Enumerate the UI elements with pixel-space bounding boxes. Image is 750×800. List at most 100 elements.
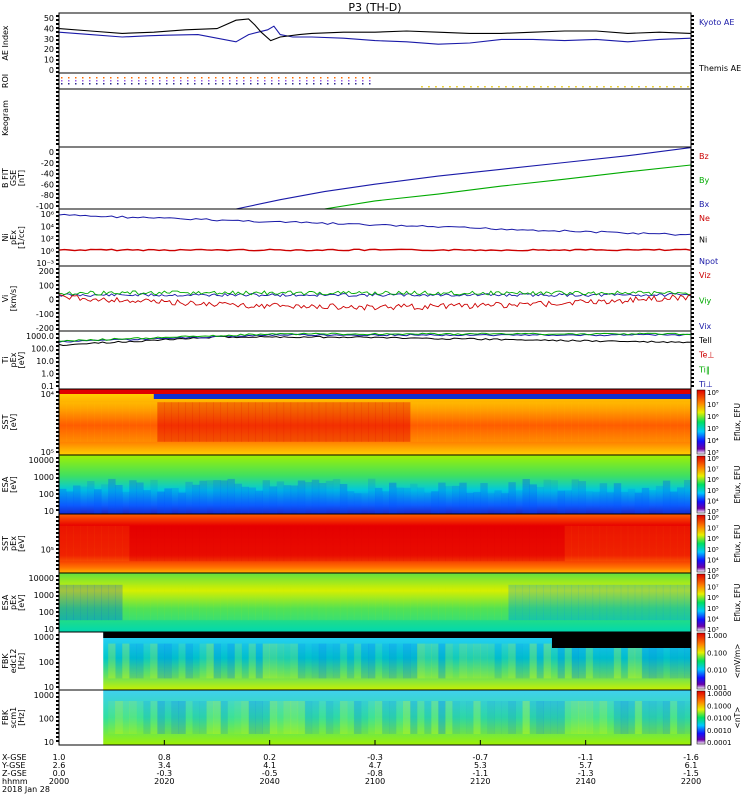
ytick-label: 10 [44, 625, 54, 634]
coord-value: 3.4 [158, 761, 171, 770]
edge-tick [56, 227, 59, 229]
heatmap-cell [227, 478, 235, 514]
heatmap-cell [494, 490, 502, 514]
heatmap-cell [431, 643, 439, 679]
colorbar-tick: 10⁵ [707, 425, 719, 433]
heatmap-cell [185, 481, 193, 514]
series-velocity-viz [58, 294, 692, 311]
heatmap-cell [368, 402, 376, 442]
heatmap-cell [346, 584, 355, 621]
heatmap-cell [220, 701, 228, 734]
roi-flag-mark [166, 80, 168, 82]
heatmap-cell [361, 402, 369, 442]
ylabel: [km/s] [9, 286, 18, 312]
roi-flag-mark [89, 83, 91, 85]
ytick-label: -200 [36, 324, 54, 333]
series-velocity-viy [59, 290, 692, 296]
edge-tick [56, 353, 59, 355]
roi-flag-mark [131, 83, 133, 85]
heatmap-cell [157, 584, 165, 621]
ylabel: Ni [1, 233, 10, 241]
edge-tick [691, 304, 694, 306]
heatmap-cell [220, 584, 228, 621]
heatmap-cell [318, 483, 327, 514]
heatmap-cell [662, 643, 671, 679]
heatmap-cell [346, 491, 355, 514]
ytick-label: 1000.0 [26, 332, 54, 341]
colorbar-tick: 10⁸ [707, 514, 719, 522]
roi-flag-mark [110, 83, 112, 85]
edge-tick [691, 357, 694, 359]
edge-tick [56, 357, 59, 359]
edge-tick [691, 259, 694, 261]
edge-tick [56, 439, 59, 441]
roi-flag-mark [201, 77, 203, 79]
ytick-label: 10 [44, 683, 54, 692]
edge-tick [56, 564, 59, 566]
edge-tick [691, 337, 694, 339]
edge-tick [56, 485, 59, 487]
heatmap-cell [164, 701, 172, 734]
roi-flag-mark [236, 77, 238, 79]
edge-tick [56, 642, 59, 644]
series-temp-tell [58, 335, 692, 347]
colorbar-tick: 10³ [707, 508, 719, 516]
legend-viy: Viy [699, 297, 712, 306]
heatmap-cell [101, 484, 109, 514]
heatmap-cell [550, 701, 558, 734]
heatmap-cell [311, 402, 320, 442]
edge-tick [56, 189, 59, 191]
roi-flag-mark [313, 77, 315, 79]
heatmap-cell [543, 402, 551, 442]
heatmap-cell [613, 483, 622, 514]
ytick-label: 10⁴ [41, 222, 54, 231]
edge-tick [56, 296, 59, 298]
edge-tick [56, 235, 59, 237]
edge-tick [691, 353, 694, 355]
edge-tick [691, 215, 694, 217]
roi-flag-mark [229, 83, 231, 85]
edge-tick [56, 638, 59, 640]
roi-flag-mark [236, 80, 238, 82]
heatmap-cell [466, 525, 474, 562]
colorbar-tick: 10⁶ [707, 413, 719, 421]
heatmap-cell [353, 525, 362, 562]
edge-tick [691, 87, 694, 89]
heatmap-cell [403, 525, 411, 562]
heatmap-cell [424, 643, 432, 679]
edge-tick [56, 83, 59, 85]
edge-tick [691, 251, 694, 253]
edge-tick [56, 107, 59, 109]
ytick-label: 100 [39, 608, 54, 617]
roi-flag-mark [327, 77, 329, 79]
series-density-npot [58, 213, 692, 236]
heatmap-cell [452, 701, 460, 734]
heatmap-cell [332, 479, 341, 514]
heatmap-cell [522, 479, 530, 514]
heatmap-cell [684, 402, 692, 442]
roi-flag-mark [166, 77, 168, 79]
edge-tick [56, 678, 59, 680]
heatmap-cell [332, 584, 341, 621]
edge-tick [56, 395, 59, 397]
heatmap-cell [171, 525, 179, 562]
heatmap-cell [571, 643, 579, 679]
panel-temperature: 0.1 1.0 10.0 100.0 1000.0 Ti pEx [eV] Tell Te⊥ Ti‖… [1, 330, 714, 391]
roi-flag-mark [477, 86, 479, 88]
heatmap-cell [480, 584, 488, 621]
heatmap-cell [332, 402, 341, 442]
coord-value: 2040 [259, 777, 279, 786]
heatmap-cell [185, 701, 193, 734]
heatmap-cell [452, 525, 460, 562]
edge-tick [56, 103, 59, 105]
ylabel: AE Index [1, 25, 10, 60]
heatmap-cell [501, 701, 509, 734]
edge-tick [691, 239, 694, 241]
edge-tick [56, 419, 59, 421]
heatmap-cell [276, 481, 285, 514]
roi-flag-mark [145, 80, 147, 82]
heatmap-cell [634, 584, 643, 621]
roi-flag-mark [645, 86, 647, 88]
ytick-label: 10 [44, 56, 54, 65]
roi-flag-mark [278, 77, 280, 79]
